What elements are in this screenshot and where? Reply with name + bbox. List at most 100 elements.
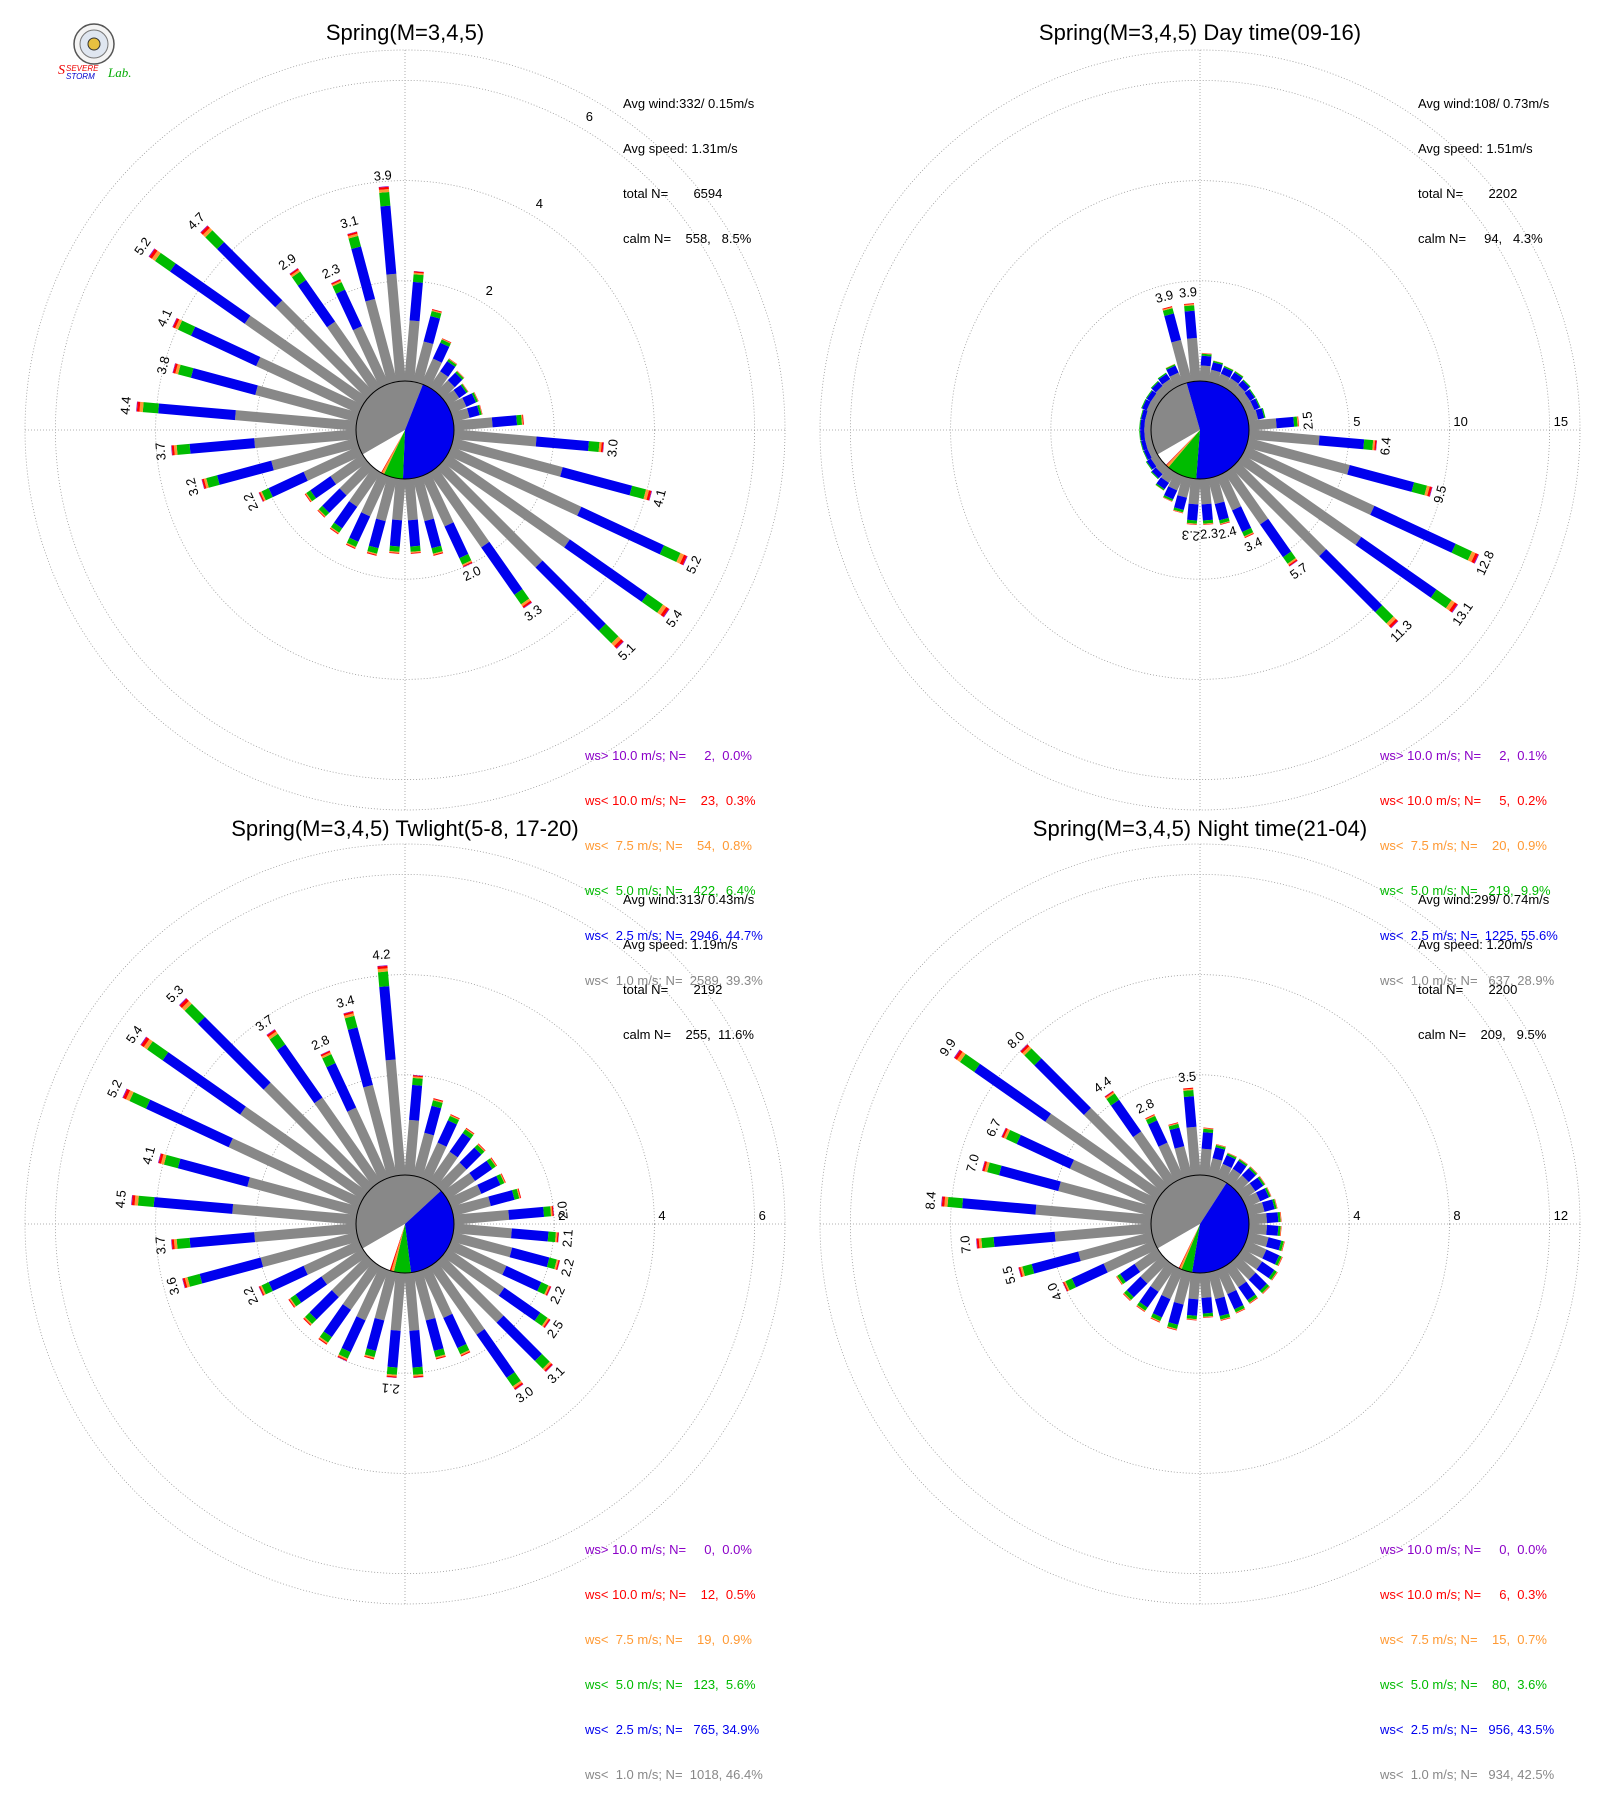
bar-segment (477, 404, 482, 416)
bar-value-label: 3.4 (335, 992, 356, 1011)
bar-segment (1216, 1163, 1232, 1182)
bar-segment (1237, 454, 1362, 546)
bar-segment (1203, 1316, 1214, 1319)
bar-segment (1244, 533, 1254, 539)
bar-segment (1152, 1295, 1171, 1318)
bar-segment (261, 488, 273, 501)
bar-segment (1139, 429, 1146, 441)
bar-segment (1150, 471, 1159, 480)
bar-value-label: 3.9 (1154, 287, 1175, 306)
bar-segment (1164, 486, 1178, 500)
pie-slice (1168, 430, 1200, 479)
bar-segment (389, 519, 403, 547)
bar-segment (181, 1000, 192, 1011)
pie-slice (405, 1190, 454, 1273)
bar-segment (338, 1348, 351, 1359)
ring-label: 8 (1453, 1208, 1460, 1223)
bar-segment (443, 1313, 467, 1349)
bar-segment (386, 1374, 397, 1377)
bar-segment (1255, 408, 1265, 420)
bar-segment (199, 1257, 264, 1284)
bar-segment (1201, 352, 1212, 355)
bar-segment (1261, 407, 1266, 418)
bar-segment (521, 414, 524, 425)
bar-segment (169, 263, 251, 324)
bar-segment (160, 1154, 167, 1165)
bar-segment (413, 1376, 424, 1379)
bar-segment (976, 1238, 978, 1249)
bar-segment (467, 405, 480, 418)
bar-segment (488, 1190, 515, 1207)
bar-segment (175, 319, 183, 330)
bar-segment (978, 1238, 983, 1249)
wind-bar (1231, 1166, 1258, 1193)
bar-segment (216, 241, 283, 308)
bar-segment (1168, 1122, 1179, 1127)
bar-segment (421, 358, 442, 388)
bar-segment (1188, 478, 1201, 505)
bar-segment (1151, 381, 1163, 393)
calm-count: calm N= 209, 9.5% (1418, 1027, 1547, 1042)
bar-segment (432, 309, 442, 313)
bar-segment (290, 1294, 302, 1307)
bar-segment (546, 1257, 557, 1270)
bar-segment (453, 384, 467, 399)
bar-segment (514, 1384, 524, 1391)
bar-segment (346, 542, 356, 549)
bar-segment (1279, 1226, 1282, 1237)
legend-entry-lt75: ws< 7.5 m/s; N= 54, 0.8% (585, 838, 752, 853)
bar-segment (1167, 1326, 1178, 1330)
bar-segment (1071, 1263, 1108, 1288)
ring-label: 5 (1353, 414, 1360, 429)
bar-segment (335, 289, 363, 331)
bar-segment (260, 1231, 359, 1268)
bar-segment (457, 1343, 470, 1355)
legend-entry-gt10: ws> 10.0 m/s; N= 2, 0.1% (1380, 748, 1547, 763)
bar-segment (1123, 1292, 1132, 1301)
bar-segment (1227, 1290, 1244, 1310)
bar-segment (412, 1075, 423, 1078)
bar-segment (1166, 365, 1179, 377)
bar-segment (1216, 1266, 1237, 1295)
bar-segment (1262, 1249, 1280, 1265)
wind-bar (172, 317, 363, 414)
bar-segment (1165, 363, 1175, 369)
bar-segment (555, 1232, 558, 1243)
legend-entry-gt10: ws> 10.0 m/s; N= 2, 0.0% (585, 748, 752, 763)
bar-segment (1031, 1251, 1081, 1274)
bar-segment (1136, 1305, 1145, 1313)
bar-segment (1242, 527, 1254, 537)
bar-segment (255, 385, 359, 423)
bar-segment (1065, 1278, 1076, 1291)
bar-value-label: 2.1 (381, 1380, 400, 1397)
bar-segment (131, 1195, 133, 1206)
bar-segment (431, 1100, 443, 1109)
bar-segment (1110, 1099, 1142, 1138)
speed-ring (950, 974, 1450, 1474)
bar-segment (429, 371, 449, 393)
bar-segment (378, 186, 389, 190)
bar-segment (1318, 435, 1365, 450)
bar-segment (338, 1354, 348, 1360)
bar-segment (1186, 523, 1197, 526)
bar-segment (1173, 509, 1184, 513)
bar-segment (125, 1090, 134, 1102)
bar-segment (1187, 1298, 1199, 1316)
bar-segment (1246, 409, 1259, 423)
bar-segment (508, 1206, 545, 1220)
bar-segment (512, 1380, 523, 1389)
bar-segment (657, 604, 667, 616)
wind-bar (442, 1248, 551, 1329)
bar-segment (346, 537, 359, 547)
avg-wind: Avg wind:313/ 0.43m/s (623, 892, 755, 907)
bar-segment (1424, 485, 1430, 497)
bar-segment (1227, 1152, 1237, 1158)
bar-segment (433, 552, 444, 556)
bar-segment (421, 1266, 453, 1318)
speed-share-pie (1150, 380, 1250, 480)
wind-bar (258, 1240, 363, 1296)
bar-segment (453, 1223, 512, 1239)
bar-segment (1139, 1286, 1159, 1308)
bar-segment (1388, 618, 1398, 628)
bar-segment (190, 326, 261, 367)
